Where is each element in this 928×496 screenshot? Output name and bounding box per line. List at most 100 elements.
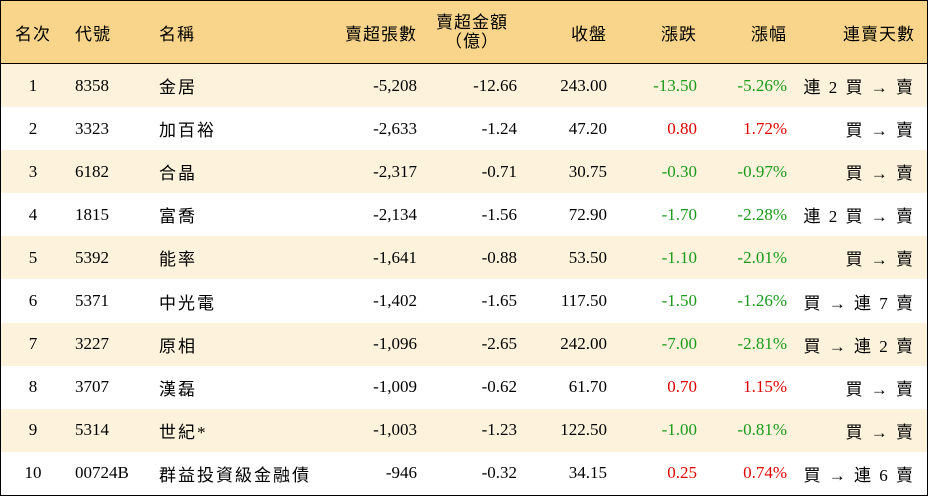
table-cell: -1.50 xyxy=(661,291,697,311)
table-cell: -13.50 xyxy=(653,75,697,95)
table-cell: 3323 xyxy=(75,118,109,138)
header-cell: 代號 xyxy=(75,24,111,44)
table-cell: 0.74% xyxy=(743,463,787,483)
table-cell: -0.97% xyxy=(737,161,787,181)
table-cell: 5371 xyxy=(75,291,109,311)
table-row: 9 5314 世紀* -1,003 -1.23 122.50 -1.00 -0.81% 買 → … xyxy=(1,408,927,452)
table-row: 1 8358 金居 -5,208 -12.66 243.00 -13.50 -5.26% 連 2… xyxy=(1,64,927,108)
table-cell: 世紀* xyxy=(159,422,208,442)
table-cell: 53.50 xyxy=(568,247,607,267)
table-cell: 買 → 賣 xyxy=(845,121,915,141)
header-subtext: （億） xyxy=(445,32,499,51)
table-cell: 富喬 xyxy=(159,207,197,227)
table-cell: -2.01% xyxy=(737,247,787,267)
table-cell: -1.23 xyxy=(481,420,517,440)
table-cell: -1.26% xyxy=(737,291,787,311)
table-cell: 6182 xyxy=(75,161,109,181)
table-cell: 能率 xyxy=(159,250,197,270)
table-cell: -0.81% xyxy=(737,420,787,440)
table-cell: 1 xyxy=(28,75,38,95)
table-cell: -1,009 xyxy=(373,377,417,397)
table-cell: 2 xyxy=(28,118,38,138)
table-cell: 1815 xyxy=(75,204,109,224)
header-cell: 名稱 xyxy=(159,24,195,44)
table-cell: 5314 xyxy=(75,420,109,440)
table-cell: 242.00 xyxy=(560,334,607,354)
table-row: 4 1815 富喬 -2,134 -1.56 72.90 -1.70 -2.28% 連 2 買 … xyxy=(1,193,927,236)
table-cell: 5392 xyxy=(75,247,109,267)
table-cell: 買 → 賣 xyxy=(845,164,915,184)
table-cell: 5 xyxy=(28,247,38,267)
header-cell: 賣超張數 xyxy=(345,24,417,44)
header-cell: 漲跌 xyxy=(661,24,697,44)
table-cell: -2.65 xyxy=(481,334,517,354)
header-cell: 收盤 xyxy=(571,24,607,44)
table-cell: -1,003 xyxy=(373,420,417,440)
table-cell: 117.50 xyxy=(560,291,607,311)
table-cell: 00724B xyxy=(75,463,129,483)
table-cell: 買 → 連 6 賣 xyxy=(803,465,915,485)
table-cell: -12.66 xyxy=(473,75,517,95)
table-cell: 買 → 賣 xyxy=(845,379,915,399)
table-cell: -1.10 xyxy=(661,247,697,267)
table-cell: -1,402 xyxy=(373,291,417,311)
header-text: 賣超金額 xyxy=(436,13,508,32)
table-cell: 243.00 xyxy=(560,75,607,95)
table-row: 7 3227 原相 -1,096 -2.65 242.00 -7.00 -2.81% 買 → 連… xyxy=(1,322,927,366)
table-cell: 3 xyxy=(28,161,38,181)
table-row: 10 00724B 群益投資級金融債 -946 -0.32 34.15 0.25 0.74% 買… xyxy=(1,452,927,495)
table-cell: -0.88 xyxy=(481,247,517,267)
table-cell: -0.30 xyxy=(661,161,697,181)
table-cell: 1.15% xyxy=(743,377,787,397)
table-cell: 4 xyxy=(28,204,38,224)
table-cell: 群益投資級金融債 xyxy=(159,465,311,485)
table-cell: -1.00 xyxy=(661,420,697,440)
table-cell: -946 xyxy=(385,463,417,483)
table-cell: 買 → 連 7 賣 xyxy=(803,293,915,313)
table-cell: -1.70 xyxy=(661,204,697,224)
table-cell: -2,134 xyxy=(373,204,417,224)
table-cell: -5,208 xyxy=(373,75,417,95)
table-cell: 漢磊 xyxy=(159,379,197,399)
table-cell: 中光電 xyxy=(159,293,216,313)
table-cell: 6 xyxy=(28,291,38,311)
table-cell: 0.80 xyxy=(667,118,697,138)
table-cell: -0.32 xyxy=(481,463,517,483)
table-cell: -1.56 xyxy=(481,204,517,224)
table-cell: -2,633 xyxy=(373,118,417,138)
table-cell: -1.65 xyxy=(481,291,517,311)
header-cell: 賣超金額 （億） xyxy=(427,1,517,63)
table-cell: 47.20 xyxy=(568,118,607,138)
table-cell: 9 xyxy=(28,420,38,440)
table-cell: 61.70 xyxy=(568,377,607,397)
table-cell: 30.75 xyxy=(568,161,607,181)
table-cell: -2.81% xyxy=(737,334,787,354)
table-cell: 34.15 xyxy=(568,463,607,483)
table-cell: -0.71 xyxy=(481,161,517,181)
table-cell: 3227 xyxy=(75,334,109,354)
table-row: 3 6182 合晶 -2,317 -0.71 30.75 -0.30 -0.97% 買 → 賣 xyxy=(1,150,927,194)
table-cell: 連 2 買 → 賣 xyxy=(803,207,915,227)
table-cell: 買 → 賣 xyxy=(845,250,915,270)
table-cell: 0.70 xyxy=(667,377,697,397)
table-cell: 72.90 xyxy=(568,204,607,224)
table-row: 5 5392 能率 -1,641 -0.88 53.50 -1.10 -2.01% 買 → 賣 xyxy=(1,236,927,280)
table-cell: 122.50 xyxy=(560,420,607,440)
table-cell: 10 xyxy=(24,463,42,483)
table-cell: 原相 xyxy=(159,336,197,356)
table-cell: -1,641 xyxy=(373,247,417,267)
table-row: 2 3323 加百裕 -2,633 -1.24 47.20 0.80 1.72% 買 → 賣 xyxy=(1,107,927,150)
table-cell: -0.62 xyxy=(481,377,517,397)
table-cell: 連 2 買 → 賣 xyxy=(803,78,915,98)
table-cell: -5.26% xyxy=(737,75,787,95)
table-cell: -2.28% xyxy=(737,204,787,224)
table-cell: -2,317 xyxy=(373,161,417,181)
table-cell: 1.72% xyxy=(743,118,787,138)
header-cell: 連賣天數 xyxy=(843,24,915,44)
table-cell: 8358 xyxy=(75,75,109,95)
header-cell: 名次 xyxy=(15,24,51,44)
table-cell: -1.24 xyxy=(481,118,517,138)
table-cell: 合晶 xyxy=(159,164,197,184)
table-cell: 加百裕 xyxy=(159,121,216,141)
